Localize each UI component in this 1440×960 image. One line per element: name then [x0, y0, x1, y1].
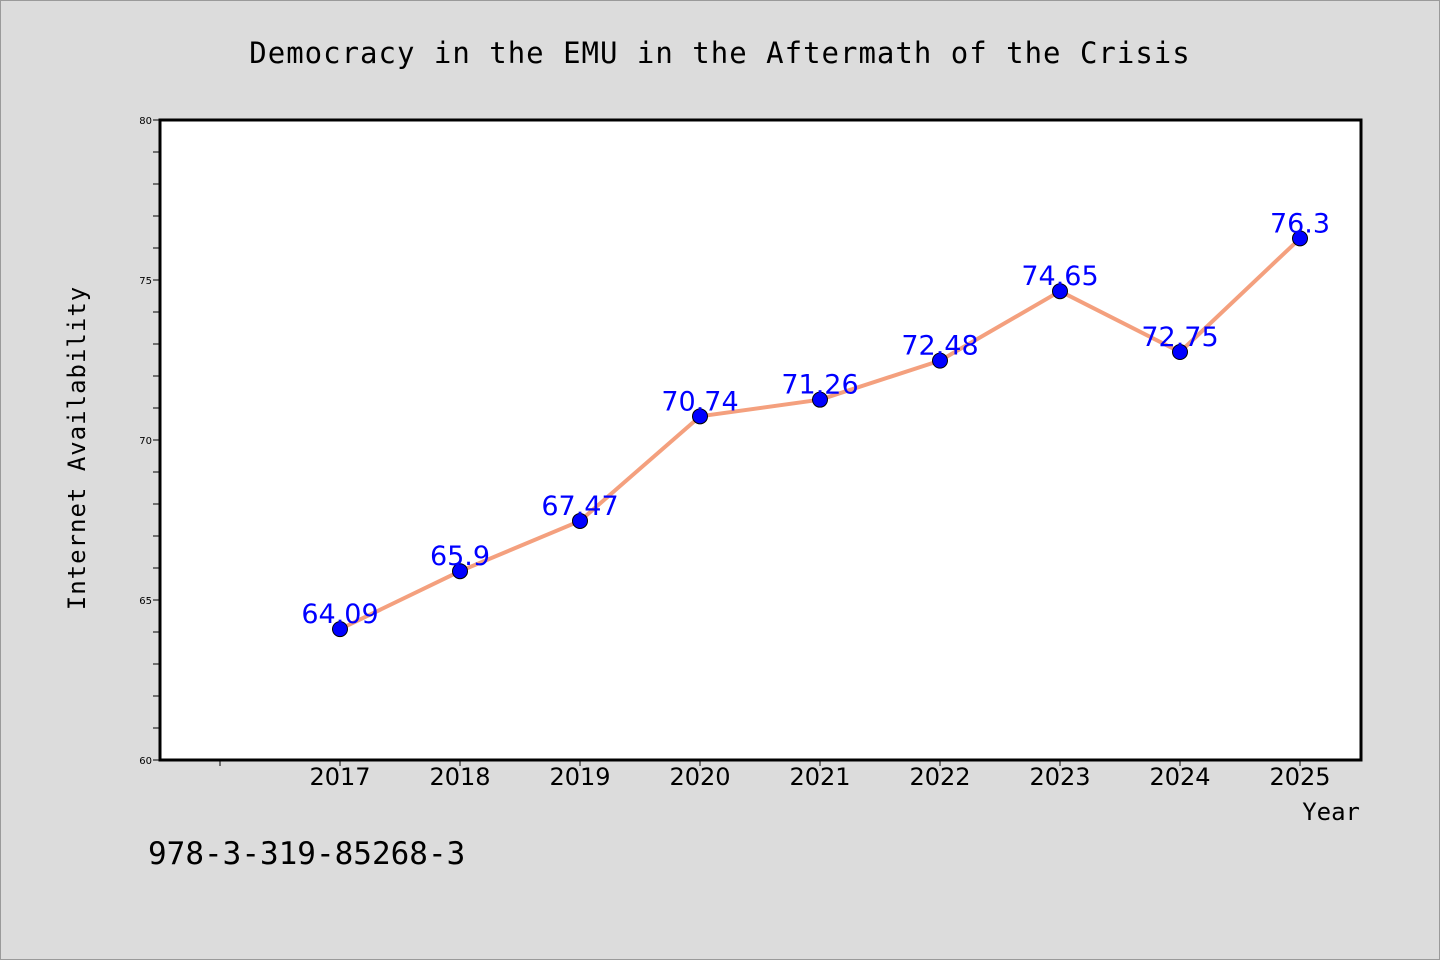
x-tick-label: 2021 — [789, 763, 850, 791]
data-label: 67.47 — [541, 491, 618, 522]
isbn-text: 978-3-319-85268-3 — [148, 836, 465, 872]
data-label: 64.09 — [301, 599, 378, 630]
data-label: 71.26 — [781, 370, 858, 401]
x-axis-ticks: 2017 2018 2019 2020 2021 2022 2023 2024 2025 — [219, 760, 1331, 791]
data-point — [812, 391, 828, 408]
series-layer: 64.09 65.9 67.47 70.74 71.26 72.48 74.65 72.75 7… — [301, 208, 1330, 638]
data-point — [332, 621, 348, 638]
data-label: 65.9 — [430, 541, 490, 572]
data-point — [1292, 230, 1308, 247]
x-tick-label: 2024 — [1149, 763, 1210, 791]
data-label: 70.74 — [661, 386, 738, 417]
data-label: 72.75 — [1141, 322, 1218, 353]
data-point — [452, 563, 468, 580]
data-point — [1172, 344, 1188, 360]
data-point — [932, 352, 948, 369]
x-tick-label: 2025 — [1269, 763, 1330, 791]
x-tick-label: 2019 — [549, 763, 610, 791]
data-label: 76.3 — [1270, 208, 1330, 239]
y-axis-ticks: 60 65 70 75 80 — [139, 116, 160, 767]
x-axis-label: Year — [1302, 798, 1360, 826]
y-tick-label: 75 — [139, 276, 152, 287]
x-tick-label: 2017 — [309, 763, 370, 791]
x-tick-label: 2020 — [669, 763, 730, 791]
y-tick-label: 65 — [139, 596, 152, 607]
x-tick-label: 2022 — [909, 763, 970, 791]
y-tick-label: 80 — [139, 116, 152, 127]
y-axis-label: Internet Availability — [63, 286, 91, 610]
y-tick-label: 70 — [139, 436, 152, 447]
data-point — [1052, 283, 1068, 300]
x-tick-label: 2018 — [429, 763, 490, 791]
x-tick-label: 2023 — [1029, 763, 1090, 791]
data-point — [692, 408, 708, 425]
data-label: 74.65 — [1021, 261, 1098, 292]
plot-border — [158, 118, 1363, 762]
chart-title: Democracy in the EMU in the Aftermath of… — [249, 36, 1190, 70]
plot-area — [160, 120, 1361, 760]
y-tick-label: 60 — [139, 756, 152, 767]
data-point — [572, 512, 588, 529]
data-label: 72.48 — [901, 331, 978, 362]
